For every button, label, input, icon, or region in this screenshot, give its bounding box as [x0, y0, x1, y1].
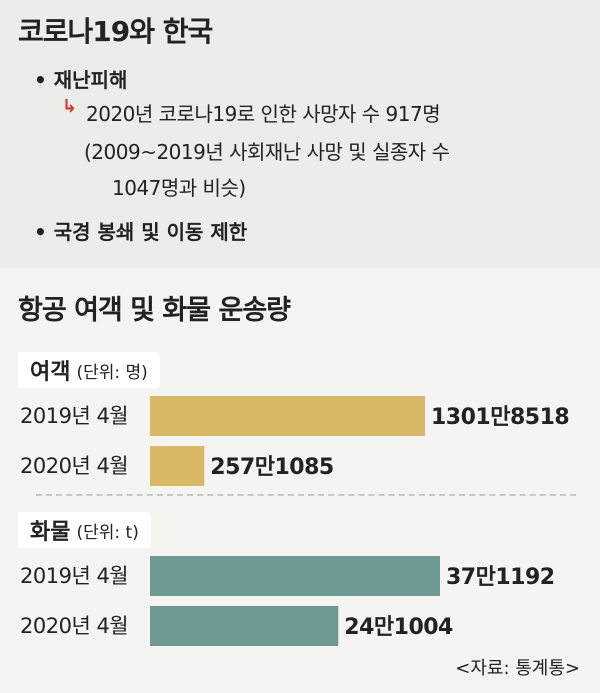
value-label: 37만1192: [446, 565, 555, 590]
category-label: 2019년 4월: [20, 404, 128, 428]
summary-title: 코로나19와 한국: [18, 15, 213, 48]
section-label: 화물: [30, 520, 71, 545]
bar: [150, 396, 425, 436]
value-label: 24만1004: [344, 615, 453, 640]
chart-title: 항공 여객 및 화물 운송량: [18, 295, 291, 326]
category-label: 2020년 4월: [20, 454, 128, 478]
bullet-border-closure: • 국경 봉쇄 및 이동 제한: [34, 220, 248, 244]
bullet-sub-line: 1047명과 비슷): [112, 176, 246, 200]
category-label: 2020년 4월: [20, 614, 128, 638]
category-label: 2019년 4월: [20, 564, 128, 588]
bar: [150, 606, 339, 646]
section-unit: (단위: t): [76, 522, 139, 543]
bullet-disaster-damage: • 재난피해: [34, 68, 128, 92]
summary-panel: 코로나19와 한국 • 재난피해 ↳ 2020년 코로나19로 인한 사망자 수…: [0, 0, 600, 268]
section-unit: (단위: 명): [76, 362, 148, 383]
value-label: 257만1085: [210, 455, 333, 480]
bullet-sub-line: 2020년 코로나19로 인한 사망자 수 917명: [86, 102, 441, 126]
bullet-sub-line: (2009~2019년 사회재난 사망 및 실종자 수: [84, 140, 450, 164]
sub-arrow-icon: ↳: [62, 96, 78, 117]
section-tag-cargo: 화물 (단위: t): [18, 512, 151, 548]
value-label: 1301만8518: [431, 405, 569, 430]
bar: [150, 556, 440, 596]
bar: [150, 446, 205, 486]
section-tag-passenger: 여객 (단위: 명): [18, 352, 160, 388]
section-divider: [36, 494, 576, 496]
source-note: <자료: 통계통>: [455, 658, 580, 679]
section-label: 여객: [30, 360, 71, 385]
